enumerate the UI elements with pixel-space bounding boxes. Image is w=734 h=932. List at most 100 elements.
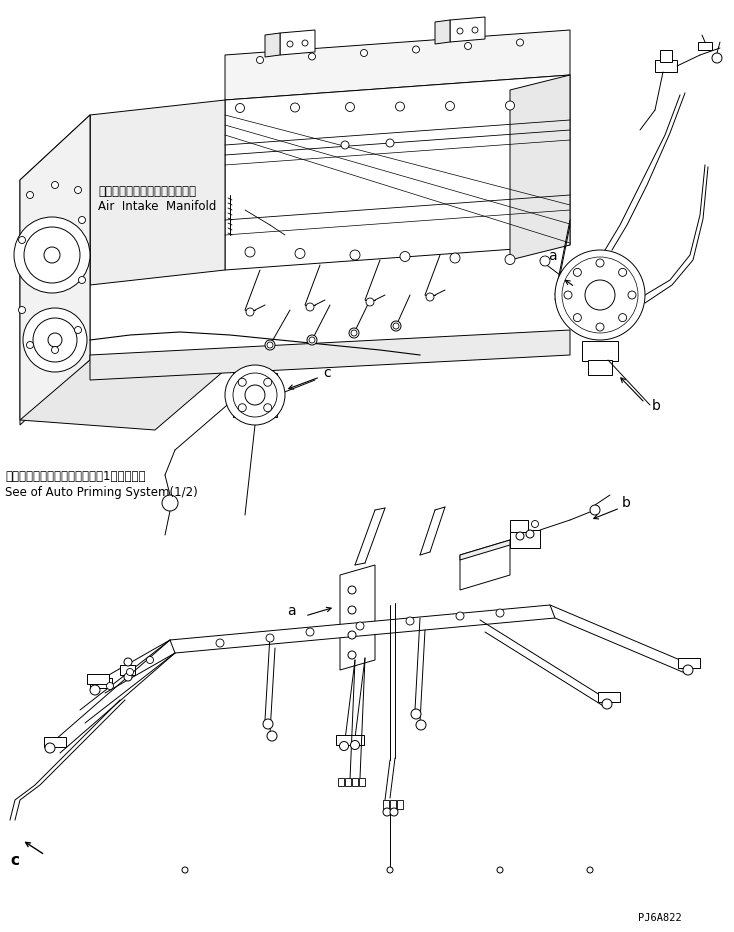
Circle shape bbox=[106, 682, 114, 690]
Circle shape bbox=[79, 216, 85, 224]
Circle shape bbox=[526, 530, 534, 538]
Bar bbox=[90, 678, 112, 688]
Circle shape bbox=[351, 741, 360, 749]
Circle shape bbox=[596, 323, 604, 331]
Circle shape bbox=[264, 404, 272, 412]
Circle shape bbox=[506, 101, 515, 110]
Text: PJ6A822: PJ6A822 bbox=[638, 913, 682, 923]
Polygon shape bbox=[265, 33, 280, 57]
Circle shape bbox=[457, 28, 463, 34]
Circle shape bbox=[387, 867, 393, 873]
Circle shape bbox=[585, 280, 615, 310]
Polygon shape bbox=[460, 540, 510, 560]
Circle shape bbox=[602, 699, 612, 709]
Circle shape bbox=[346, 103, 355, 112]
Polygon shape bbox=[460, 540, 510, 590]
Bar bbox=[352, 778, 358, 786]
Bar bbox=[120, 665, 135, 675]
Circle shape bbox=[26, 191, 34, 199]
Text: b: b bbox=[652, 399, 661, 413]
Circle shape bbox=[307, 335, 317, 345]
Circle shape bbox=[497, 867, 503, 873]
Polygon shape bbox=[225, 75, 570, 270]
Circle shape bbox=[147, 656, 153, 664]
Bar bbox=[588, 360, 612, 375]
Circle shape bbox=[245, 385, 265, 405]
Bar bbox=[397, 800, 403, 809]
Bar bbox=[582, 341, 618, 361]
Circle shape bbox=[505, 254, 515, 265]
Circle shape bbox=[413, 46, 420, 53]
Circle shape bbox=[246, 308, 254, 316]
Circle shape bbox=[360, 49, 368, 57]
Circle shape bbox=[236, 103, 244, 113]
Polygon shape bbox=[20, 115, 90, 425]
Circle shape bbox=[564, 291, 572, 299]
Circle shape bbox=[366, 298, 374, 306]
Polygon shape bbox=[20, 360, 225, 430]
Circle shape bbox=[340, 742, 349, 750]
Circle shape bbox=[348, 631, 356, 639]
Circle shape bbox=[496, 609, 504, 617]
Circle shape bbox=[517, 39, 523, 46]
Circle shape bbox=[308, 53, 316, 60]
Circle shape bbox=[619, 268, 627, 277]
Circle shape bbox=[450, 253, 460, 263]
Bar bbox=[655, 60, 677, 72]
Circle shape bbox=[306, 303, 314, 311]
Text: a: a bbox=[548, 249, 556, 263]
Polygon shape bbox=[510, 75, 570, 260]
Circle shape bbox=[472, 27, 478, 33]
Circle shape bbox=[555, 250, 645, 340]
Circle shape bbox=[216, 639, 224, 647]
Circle shape bbox=[573, 314, 581, 322]
Circle shape bbox=[516, 532, 524, 540]
Circle shape bbox=[396, 102, 404, 111]
Circle shape bbox=[267, 731, 277, 741]
Polygon shape bbox=[225, 30, 570, 100]
Circle shape bbox=[596, 259, 604, 267]
Bar bbox=[598, 692, 620, 702]
Circle shape bbox=[683, 665, 693, 675]
Circle shape bbox=[426, 293, 434, 301]
Text: エアーインテークマニホールド: エアーインテークマニホールド bbox=[98, 185, 196, 198]
Circle shape bbox=[540, 256, 550, 266]
Bar bbox=[660, 50, 672, 62]
Text: c: c bbox=[10, 853, 19, 868]
Circle shape bbox=[712, 53, 722, 63]
Circle shape bbox=[411, 709, 421, 719]
Circle shape bbox=[465, 43, 471, 49]
Bar bbox=[87, 674, 109, 684]
Circle shape bbox=[587, 867, 593, 873]
Circle shape bbox=[350, 250, 360, 260]
Circle shape bbox=[390, 808, 398, 816]
Circle shape bbox=[18, 307, 26, 313]
Text: b: b bbox=[622, 496, 631, 510]
Circle shape bbox=[383, 808, 391, 816]
Circle shape bbox=[51, 347, 59, 353]
Circle shape bbox=[386, 139, 394, 147]
Circle shape bbox=[48, 333, 62, 347]
Text: Air  Intake  Manifold: Air Intake Manifold bbox=[98, 200, 217, 213]
Circle shape bbox=[267, 342, 273, 348]
Polygon shape bbox=[90, 330, 570, 380]
Circle shape bbox=[245, 247, 255, 257]
Circle shape bbox=[619, 314, 627, 322]
Circle shape bbox=[74, 326, 81, 334]
Circle shape bbox=[416, 720, 426, 730]
Bar bbox=[383, 800, 389, 809]
Circle shape bbox=[309, 337, 315, 343]
Circle shape bbox=[348, 586, 356, 594]
Circle shape bbox=[124, 658, 132, 666]
Bar bbox=[390, 800, 396, 809]
Circle shape bbox=[239, 404, 247, 412]
Circle shape bbox=[562, 257, 638, 333]
Bar bbox=[336, 735, 364, 745]
Bar bbox=[233, 373, 277, 417]
Circle shape bbox=[45, 743, 55, 753]
Circle shape bbox=[225, 365, 285, 425]
Polygon shape bbox=[280, 30, 315, 55]
Circle shape bbox=[74, 186, 81, 194]
Circle shape bbox=[456, 612, 464, 620]
Circle shape bbox=[356, 622, 364, 630]
